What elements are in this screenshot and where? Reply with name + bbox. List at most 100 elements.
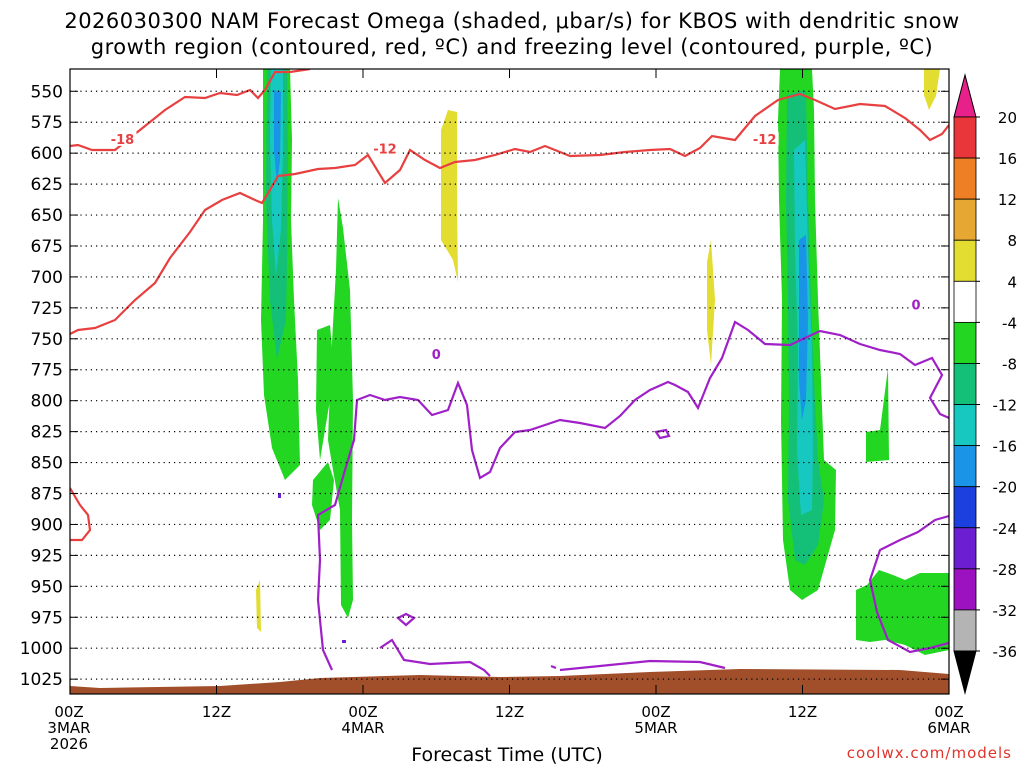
contour-label-bg (750, 131, 779, 146)
chart-title-line1: 2026030300 NAM Forecast Omega (shaded, μ… (64, 9, 960, 33)
contour-label-bg (430, 347, 443, 362)
freezing-contour-line (379, 638, 491, 677)
colorbar-swatch (953, 157, 977, 200)
omega-region-yellow (924, 69, 940, 110)
colorbar-label: -8 (1002, 355, 1017, 373)
dgz-contour-line (70, 69, 311, 152)
colorbar-label: -12 (993, 397, 1018, 415)
x-tick-label: 12Z (202, 703, 231, 721)
colorbar-swatch (953, 445, 977, 488)
y-tick-label: 875 (31, 485, 63, 505)
freezing-contour-line (654, 428, 671, 440)
y-tick-label: 675 (31, 237, 63, 257)
dgz-contour-line (70, 487, 92, 542)
colorbar-arrow-top (953, 73, 977, 118)
colorbar-label: -4 (1002, 314, 1017, 332)
y-tick-label: 700 (31, 268, 63, 288)
x-tick-label: 00Z (348, 703, 377, 721)
freezing-contour-line (550, 664, 557, 670)
y-tick-label: 625 (31, 175, 63, 195)
omega-region-violet (342, 640, 346, 643)
omega-region-blue (799, 235, 808, 420)
omega-shading (256, 69, 949, 655)
omega-region-yellow (707, 240, 715, 365)
contour-label: -12 (753, 133, 777, 148)
colorbar-arrow-bottom (953, 650, 977, 695)
colorbar-swatch (953, 404, 977, 447)
colorbar-swatch (953, 363, 977, 405)
colorbar-label: 4 (1007, 273, 1017, 291)
terrain-ground (70, 669, 949, 694)
colorbar-label: 16 (998, 150, 1017, 168)
dgz-contours (70, 69, 949, 542)
x-tick-label: 00Z (934, 703, 963, 721)
contour-label: -18 (111, 133, 135, 148)
colorbar-label: -28 (993, 561, 1018, 579)
contour-label: 0 (432, 348, 441, 363)
y-tick-label: 1000 (20, 639, 63, 659)
dgz-contour-line (70, 92, 949, 335)
colorbar-label: -36 (993, 643, 1018, 661)
colorbar-label: -20 (993, 479, 1018, 497)
colorbar-swatch (953, 116, 977, 159)
x-tick-label: 4MAR (341, 719, 384, 737)
colorbar-label: -24 (993, 520, 1018, 538)
colorbar-label: 8 (1007, 232, 1017, 250)
y-tick-label: 775 (31, 361, 63, 381)
y-tick-label: 750 (31, 330, 63, 350)
omega-region-green (312, 462, 334, 530)
colorbar-swatch (953, 280, 977, 323)
colorbar-label: 20 (998, 109, 1017, 127)
contour-label-bg (910, 297, 923, 312)
y-tick-label: 725 (31, 299, 63, 319)
x-tick-label: 6MAR (927, 719, 970, 737)
omega-region-blue (274, 90, 281, 185)
omega-region-green (328, 198, 353, 618)
contour-label-bg (108, 131, 137, 146)
colorbar-swatch (953, 239, 977, 282)
x-tick-label: 00Z (54, 703, 83, 721)
contour-label: -12 (373, 143, 397, 158)
omega-region-yellow (441, 110, 458, 282)
x-tick-label: 5MAR (634, 719, 677, 737)
y-tick-label: 575 (31, 113, 63, 133)
colorbar-swatch (953, 609, 977, 652)
omega-region-green (866, 368, 889, 462)
chart-title-line2: growth region (contoured, red, ºC) and f… (90, 35, 934, 59)
y-tick-label: 975 (31, 608, 63, 628)
credit-text: coolwx.com/models (846, 744, 1012, 762)
y-tick-label: 600 (31, 144, 63, 164)
y-tick-label: 800 (31, 392, 63, 412)
x-tick-label: 3MAR (47, 719, 90, 737)
y-tick-label: 900 (31, 515, 63, 535)
colorbar-swatch (953, 198, 977, 241)
colorbar-label: -16 (993, 438, 1018, 456)
plot-area: -18 -12 -12 -12 0 0 (70, 69, 949, 694)
omega-region-yellow (256, 580, 261, 632)
colorbar-swatch (953, 321, 977, 364)
freezing-contour-line (868, 514, 949, 654)
x-tick-label: 12Z (495, 703, 524, 721)
x-tick-label: 2026 (50, 735, 88, 753)
y-tick-label: 650 (31, 206, 63, 226)
omega-region-green (316, 325, 333, 460)
colorbar-label: 12 (998, 191, 1017, 209)
x-tick-label: 12Z (788, 703, 817, 721)
contour-label: 0 (912, 299, 921, 314)
x-axis-label: Forecast Time (UTC) (411, 744, 603, 766)
y-tick-label: 825 (31, 423, 63, 443)
y-tick-label: 1025 (20, 670, 63, 690)
y-tick-label: 850 (31, 454, 63, 474)
freezing-contour-line (316, 320, 949, 671)
freezing-contour-line (396, 612, 416, 627)
omega-region-violet (278, 493, 281, 498)
colorbar-swatch (953, 568, 977, 611)
y-tick-label: 925 (31, 546, 63, 566)
y-tick-label: 550 (31, 82, 63, 102)
colorbar-label: -32 (993, 602, 1018, 620)
x-tick-label: 00Z (641, 703, 670, 721)
colorbar-swatch (953, 486, 977, 529)
freezing-level-contours (316, 320, 949, 677)
omega-region-green (856, 570, 949, 655)
